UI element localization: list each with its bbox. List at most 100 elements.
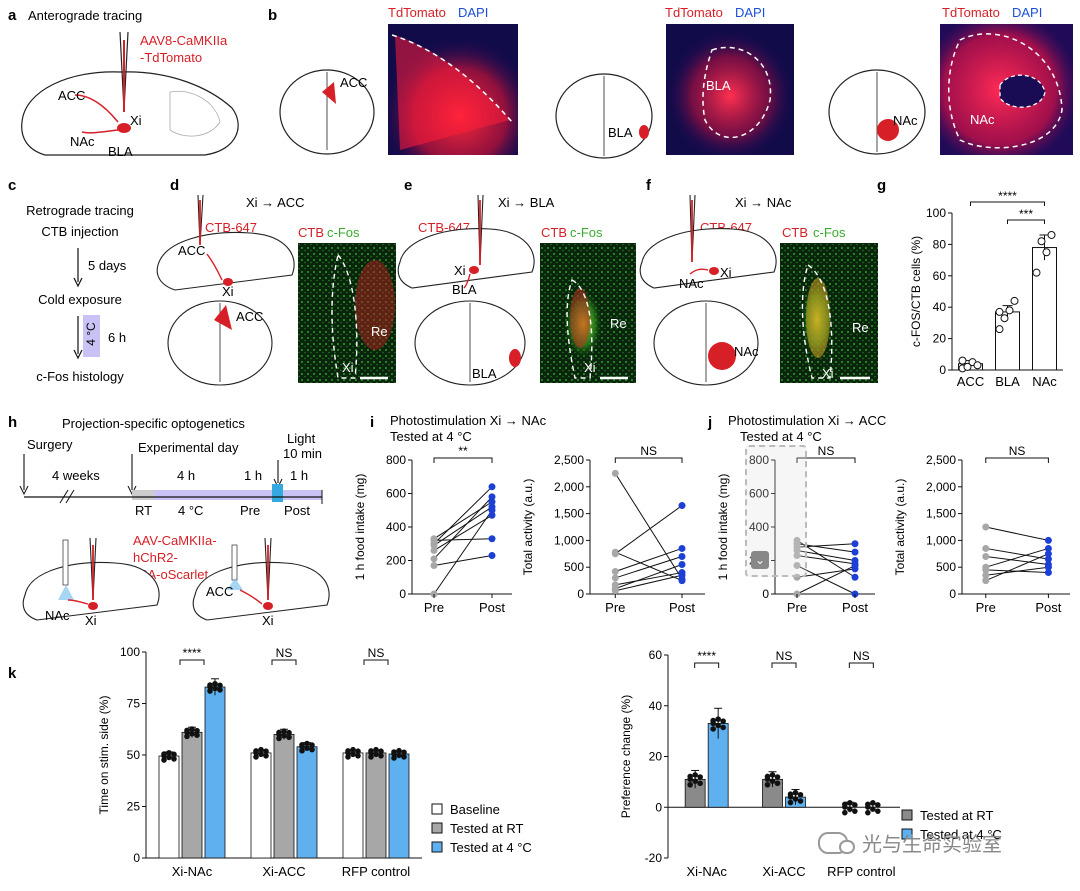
injection-site <box>117 123 131 133</box>
step-5: 6 h <box>108 330 126 345</box>
y-tick-label: 60 <box>933 269 947 283</box>
label-nac: NAc <box>45 608 70 623</box>
data-point <box>710 717 716 724</box>
data-point <box>973 361 982 370</box>
x-tick-label: ACC <box>957 374 984 389</box>
data-point-pre <box>430 555 438 563</box>
data-point <box>715 716 721 722</box>
stain-label-red: CTB <box>298 225 324 240</box>
cold-bar <box>132 490 322 500</box>
y-tick-label: -20 <box>645 851 663 865</box>
panel-a: a Anterograde tracing AAV8-CaMKIIa -TdTo… <box>8 7 239 159</box>
y-tick-label: 40 <box>933 300 947 314</box>
data-point-post <box>488 483 496 491</box>
y-tick-label: 40 <box>649 699 663 713</box>
bla-region <box>639 125 649 139</box>
data-point <box>161 757 167 763</box>
data-point <box>171 751 177 758</box>
light-bar <box>272 484 283 502</box>
data-point <box>207 682 213 688</box>
y-tick-label: 1,500 <box>926 507 956 521</box>
data-point <box>207 688 213 694</box>
label-post: Post <box>284 503 310 518</box>
chart-i2: 0 500 1,000 1,500 2,000 2,500 Total activity (… <box>521 444 705 615</box>
data-point-pre <box>611 574 619 582</box>
data-point <box>253 748 259 754</box>
data-point-post <box>1044 550 1052 558</box>
micrograph-bla <box>666 24 794 155</box>
bar <box>388 753 410 859</box>
x-tick-label: Pre <box>605 600 625 615</box>
stain-label-red: CTB <box>541 225 567 240</box>
data-point <box>764 781 771 788</box>
data-point-post <box>851 573 859 581</box>
label-xi: Xi <box>454 263 466 278</box>
data-point <box>1032 268 1041 277</box>
data-point-pre <box>430 562 438 570</box>
y-tick-label: 25 <box>127 800 141 814</box>
y-axis-label: Total activity (a.u.) <box>521 479 535 576</box>
panel-title: Xi → NAc <box>735 195 792 210</box>
stain-label-red: TdTomato <box>388 5 446 20</box>
data-point-post <box>851 562 859 570</box>
data-point <box>687 781 693 788</box>
data-point <box>852 808 858 814</box>
data-point <box>368 754 374 760</box>
micrograph-acc <box>388 24 518 155</box>
data-point <box>258 746 264 753</box>
data-point <box>1010 296 1019 305</box>
y-tick-label: 20 <box>649 750 663 764</box>
data-point <box>212 680 218 687</box>
panel-letter: h <box>8 414 17 431</box>
data-point-pre <box>611 469 619 477</box>
data-point-pre <box>982 566 990 574</box>
y-tick-label: 1,500 <box>554 507 584 521</box>
data-point-pre <box>611 567 619 575</box>
y-tick-label: 600 <box>749 487 769 501</box>
bar <box>204 686 226 859</box>
data-point <box>299 747 305 754</box>
data-point <box>309 746 315 753</box>
panel-letter: k <box>8 665 17 682</box>
data-point <box>189 726 195 732</box>
data-point <box>769 772 776 778</box>
data-point-pre <box>793 551 801 559</box>
bar <box>342 752 364 859</box>
sig-bracket <box>970 201 1045 206</box>
series-line <box>615 551 683 582</box>
legend-swatch-cold <box>431 841 443 853</box>
legend-swatch-baseline <box>431 803 443 815</box>
y-tick-label: 2,000 <box>926 480 956 494</box>
y-tick-label: 0 <box>133 851 140 865</box>
data-point <box>299 742 305 748</box>
series-line <box>433 554 493 567</box>
chevron-down-icon[interactable]: ⌄ <box>751 551 769 569</box>
bar <box>1032 247 1057 371</box>
bar <box>365 752 387 859</box>
data-point <box>373 751 379 758</box>
x-tick-label: BLA <box>995 374 1020 389</box>
sig-label: **** <box>998 189 1017 203</box>
data-point <box>720 724 726 731</box>
bar <box>158 755 180 859</box>
data-point <box>258 751 264 758</box>
data-point <box>286 729 292 736</box>
data-point-post <box>488 493 496 501</box>
selection-overlay[interactable]: ⌄ <box>745 445 807 577</box>
panel-f: f Xi → NAc CTB-647 Xi NAc NAc CTB c-Fos … <box>639 177 878 386</box>
data-point <box>350 746 356 753</box>
data-point-post <box>488 535 496 543</box>
data-point <box>687 773 693 780</box>
chart-k2: -20 0 20 40 60 Preference change (%) Xi-NAc ***… <box>619 648 900 879</box>
data-point <box>161 751 167 757</box>
panel-i: i Photostimulation Xi → NAc Tested at 4 … <box>353 413 705 615</box>
step-6: c-Fos histology <box>36 369 124 384</box>
sig-label: NS <box>1009 444 1026 458</box>
stain-label-green: c-Fos <box>327 225 360 240</box>
step-2: CTB injection <box>41 224 118 239</box>
data-point <box>1042 248 1051 257</box>
data-point <box>391 755 397 761</box>
legend-label-baseline: Baseline <box>450 802 500 817</box>
panel-title: Projection-specific optogenetics <box>62 416 245 431</box>
data-point <box>842 809 848 816</box>
